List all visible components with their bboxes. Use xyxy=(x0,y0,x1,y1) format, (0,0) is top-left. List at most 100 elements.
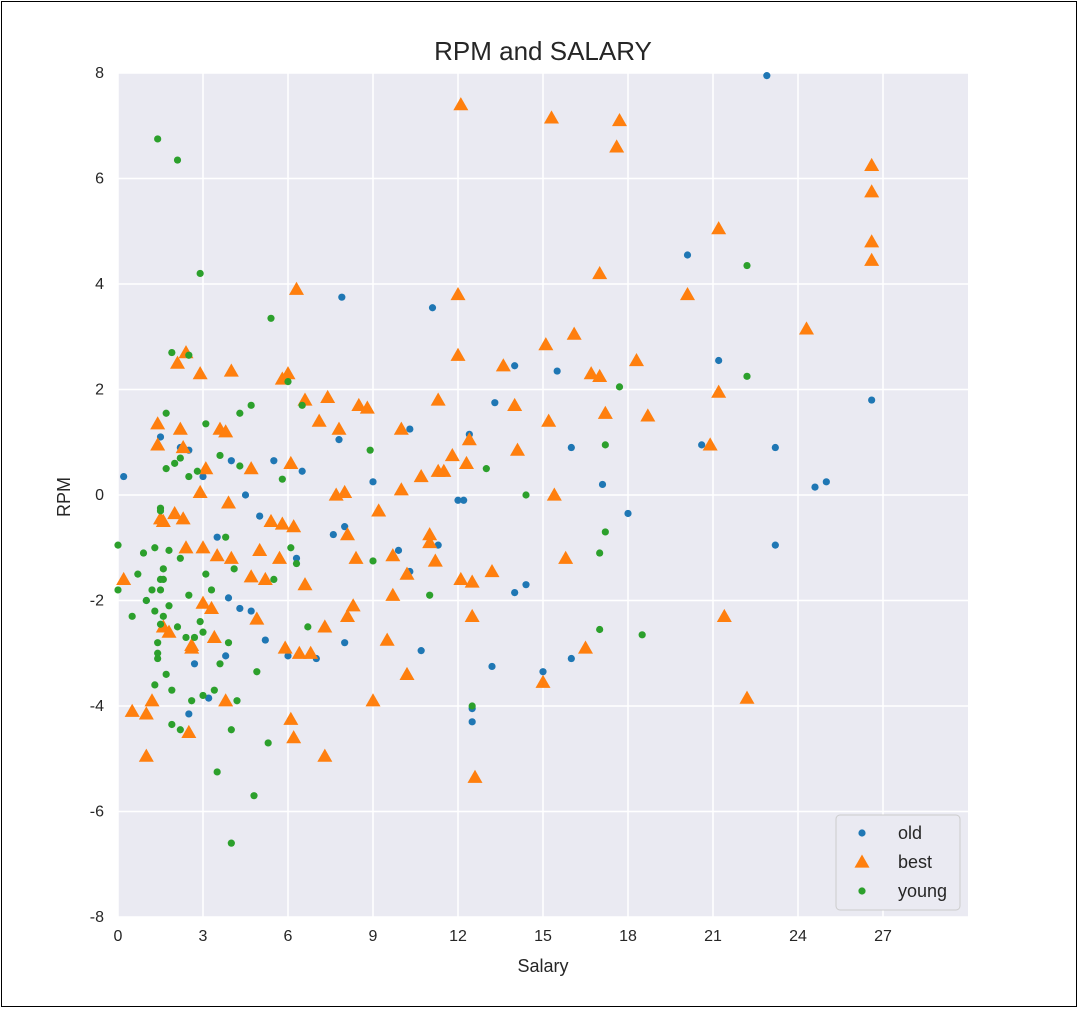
best-point xyxy=(150,437,166,451)
y-tick-label: 4 xyxy=(95,276,104,293)
old-point xyxy=(488,662,496,671)
best-point xyxy=(864,234,880,248)
young-point xyxy=(185,591,193,599)
old-point xyxy=(868,396,876,404)
best-point xyxy=(399,566,415,580)
old-point xyxy=(369,478,377,486)
best-point xyxy=(249,611,265,625)
young-point xyxy=(264,739,272,747)
young-point xyxy=(162,409,170,417)
old-point xyxy=(236,604,244,613)
best-point xyxy=(170,355,185,369)
young-point xyxy=(196,618,204,626)
young-point xyxy=(426,591,434,599)
best-point xyxy=(195,540,211,554)
best-point xyxy=(464,574,480,588)
old-point xyxy=(270,457,278,465)
old-point xyxy=(771,541,779,549)
young-point xyxy=(151,607,159,615)
young-point xyxy=(202,570,210,578)
legend-marker-best xyxy=(854,854,870,868)
best-point xyxy=(317,748,333,762)
best-point xyxy=(280,366,296,380)
x-tick-label: 18 xyxy=(619,928,637,945)
series-best xyxy=(116,97,880,783)
y-tick-label: -2 xyxy=(90,593,104,610)
old-point xyxy=(261,636,269,644)
old-point xyxy=(715,356,723,365)
young-point xyxy=(168,720,176,729)
best-point xyxy=(371,503,387,517)
best-point xyxy=(422,534,438,549)
young-point xyxy=(304,623,312,631)
old-point xyxy=(224,594,233,602)
best-point xyxy=(716,608,732,622)
young-point xyxy=(176,454,184,462)
best-point xyxy=(640,408,656,422)
old-point xyxy=(822,478,830,486)
young-point xyxy=(173,623,182,631)
young-point xyxy=(199,691,207,700)
best-point xyxy=(345,598,361,612)
young-point xyxy=(176,726,184,734)
best-point xyxy=(702,437,718,451)
old-point xyxy=(428,304,437,312)
y-tick-label: 8 xyxy=(95,65,104,82)
old-point xyxy=(763,72,771,80)
young-point xyxy=(128,612,136,620)
x-axis-label: Salary xyxy=(517,956,568,976)
young-point xyxy=(159,565,167,573)
old-point xyxy=(256,512,264,520)
old-point xyxy=(156,433,165,441)
best-point xyxy=(317,619,333,633)
best-point xyxy=(464,608,480,622)
old-point xyxy=(185,710,193,718)
best-point xyxy=(153,511,168,525)
best-point xyxy=(711,384,727,398)
young-point xyxy=(142,596,150,605)
best-point xyxy=(218,424,234,438)
best-point xyxy=(286,519,302,533)
young-point xyxy=(210,686,218,694)
young-point xyxy=(196,269,204,278)
young-point xyxy=(213,768,221,776)
best-point xyxy=(612,112,627,127)
young-point xyxy=(267,314,275,322)
best-point xyxy=(209,548,225,562)
young-point xyxy=(148,586,156,594)
best-point xyxy=(544,110,559,124)
old-point xyxy=(341,523,349,531)
young-point xyxy=(233,697,241,705)
young-point xyxy=(154,654,162,663)
best-point xyxy=(198,461,214,475)
young-point xyxy=(190,633,199,642)
best-point xyxy=(507,397,523,411)
young-point xyxy=(168,348,176,357)
best-point xyxy=(257,571,273,586)
young-point xyxy=(199,628,207,636)
best-point xyxy=(263,513,279,527)
best-point xyxy=(206,629,222,644)
best-point xyxy=(546,487,562,501)
best-point xyxy=(385,548,401,562)
x-tick-label: 27 xyxy=(874,928,892,945)
young-point xyxy=(193,467,201,475)
best-point xyxy=(252,542,268,557)
young-point xyxy=(743,372,751,380)
old-point xyxy=(491,399,499,407)
x-tick-label: 21 xyxy=(704,928,722,945)
young-point xyxy=(202,420,210,428)
old-point xyxy=(227,457,235,465)
best-point xyxy=(558,550,574,564)
old-point xyxy=(522,581,530,589)
young-point xyxy=(236,409,244,417)
young-point xyxy=(468,702,476,710)
best-point xyxy=(178,540,194,554)
young-point xyxy=(165,602,173,610)
young-point xyxy=(154,639,162,647)
best-point xyxy=(272,550,287,564)
best-point xyxy=(138,706,154,720)
best-point xyxy=(297,577,313,591)
old-point xyxy=(460,496,468,504)
best-point xyxy=(629,352,644,367)
